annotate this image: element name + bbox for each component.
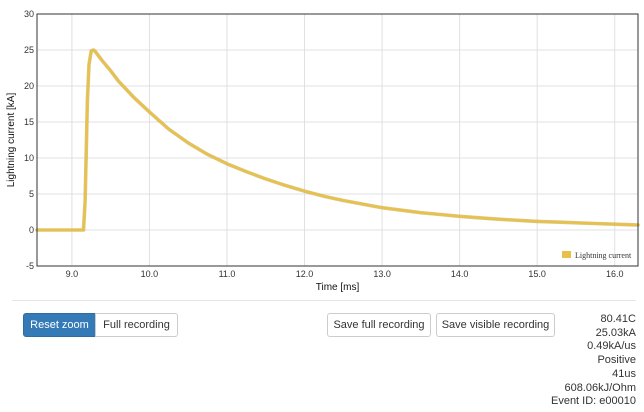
x-axis-label: Time [ms]	[316, 282, 360, 293]
legend-swatch	[562, 251, 571, 258]
save-full-recording-button[interactable]: Save full recording	[327, 313, 431, 337]
full-recording-button[interactable]: Full recording	[95, 313, 178, 337]
event-stats-panel: 80.41C 25.03kA 0.49kA/us Positive 41us 6…	[516, 313, 636, 409]
chart-legend[interactable]: Lightning current	[562, 251, 632, 260]
x-tick-label: 15.0	[528, 269, 546, 279]
series-line	[35, 48, 640, 232]
x-tick-label: 13.0	[373, 269, 391, 279]
y-axis-label: Lightning current [kA]	[6, 93, 17, 188]
chart-series	[35, 48, 640, 232]
chart-grid	[37, 13, 638, 267]
x-tick-label: 11.0	[219, 269, 236, 279]
x-tick-label: 12.0	[296, 269, 314, 279]
stat-event-id: Event ID: e00010	[550, 395, 636, 408]
y-tick-label: 5	[29, 189, 34, 199]
stat-peak-current: 25.03kA	[595, 326, 636, 339]
x-tick-label: 14.0	[451, 269, 469, 279]
x-tick-label: 9.0	[66, 269, 79, 279]
y-tick-label: 25	[24, 45, 34, 55]
plot-area-border	[36, 13, 639, 267]
chart-ticks: 9.0 10.0 11.0 12.0 13.0 14.0 15.0 16.0 -5 0 5 10 15 2…	[24, 9, 624, 279]
legend-label: Lightning current	[575, 251, 632, 260]
y-tick-label: -5	[26, 261, 34, 271]
stat-charge: 80.41C	[600, 313, 636, 325]
section-divider	[12, 300, 636, 301]
stat-steepness: 0.49kA/us	[587, 340, 636, 353]
y-tick-label: 20	[24, 81, 34, 91]
stat-specific-energy: 608.06kJ/Ohm	[564, 381, 636, 394]
y-tick-label: 30	[24, 9, 34, 19]
save-visible-recording-button[interactable]: Save visible recording	[436, 313, 555, 337]
x-tick-label: 16.0	[606, 269, 624, 279]
stat-polarity: Positive	[597, 354, 636, 367]
stat-duration: 41us	[612, 367, 636, 380]
lightning-current-chart[interactable]: 9.0 10.0 11.0 12.0 13.0 14.0 15.0 16.0 -5 0 5 10 15 2…	[0, 0, 644, 300]
reset-zoom-button[interactable]: Reset zoom	[23, 313, 96, 337]
y-tick-label: 15	[24, 117, 34, 127]
series-line-shadow	[35, 48, 640, 232]
x-tick-label: 10.0	[141, 269, 159, 279]
y-tick-label: 0	[29, 225, 34, 235]
y-tick-label: 10	[24, 153, 34, 163]
